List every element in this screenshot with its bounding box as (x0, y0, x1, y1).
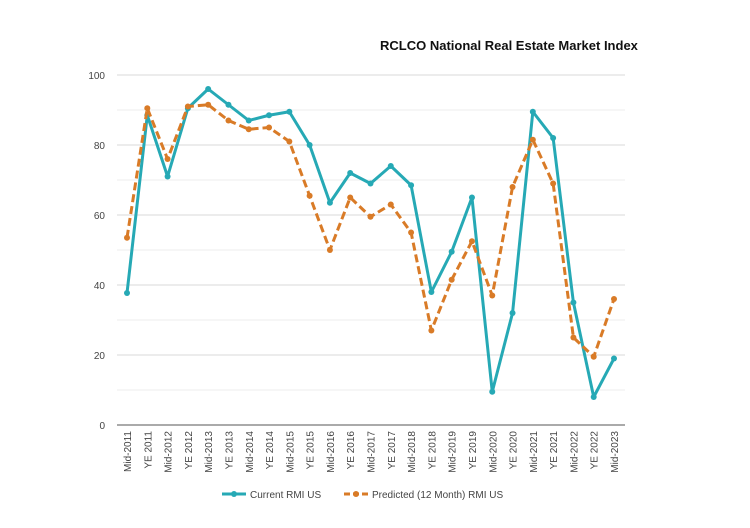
x-tick-label: Mid-2013 (204, 431, 215, 473)
data-point (529, 108, 536, 115)
data-point (550, 135, 557, 141)
data-point (164, 156, 171, 162)
data-point (245, 126, 252, 133)
x-tick-label: YE 2015 (306, 431, 317, 470)
data-point (205, 101, 212, 108)
x-tick-label: YE 2014 (265, 431, 276, 470)
x-tick-label: YE 2012 (184, 431, 195, 470)
x-tick-label: Mid-2023 (610, 431, 621, 473)
data-point (286, 108, 293, 115)
data-point (408, 182, 415, 189)
data-point (448, 248, 455, 255)
x-tick-label: Mid-2020 (488, 431, 499, 473)
data-point (266, 124, 273, 131)
data-point (468, 194, 475, 201)
x-tick-label: Mid-2015 (285, 431, 296, 473)
data-point (286, 138, 293, 145)
legend-label: Predicted (12 Month) RMI US (372, 490, 503, 501)
x-tick-label: YE 2013 (224, 431, 235, 470)
x-tick-label: YE 2022 (590, 431, 601, 470)
data-point (347, 170, 354, 176)
data-point (489, 388, 496, 395)
y-tick-label: 80 (94, 141, 106, 152)
legend-marker (353, 491, 359, 497)
x-tick-label: YE 2018 (427, 431, 438, 470)
legend-label: Current RMI US (250, 490, 321, 501)
data-point (611, 296, 617, 302)
y-tick-label: 60 (94, 211, 106, 222)
x-tick-label: Mid-2011 (123, 431, 134, 472)
chart-title: RCLCO National Real Estate Market Index (380, 38, 638, 53)
x-tick-label: Mid-2014 (245, 431, 256, 473)
x-tick-label: YE 2019 (468, 431, 479, 470)
data-point (611, 355, 617, 362)
data-point (428, 289, 435, 295)
x-tick-label: Mid-2019 (448, 431, 459, 473)
data-point (468, 238, 475, 245)
series-line-0 (125, 87, 616, 399)
x-tick-label: Mid-2012 (164, 431, 175, 473)
data-point (347, 194, 354, 201)
data-point (205, 86, 212, 92)
data-point (428, 327, 435, 334)
x-tick-label: Mid-2022 (569, 431, 580, 473)
x-tick-label: YE 2021 (549, 431, 560, 470)
data-point (225, 101, 232, 108)
data-point (489, 292, 496, 299)
data-point (590, 394, 597, 400)
data-point (184, 103, 191, 110)
data-point (448, 276, 455, 283)
series-line-1 (125, 103, 616, 359)
data-point (124, 290, 130, 297)
data-point (306, 142, 313, 148)
data-point (570, 299, 577, 306)
data-point (306, 192, 313, 199)
x-tick-label: Mid-2021 (529, 431, 540, 473)
y-tick-label: 40 (94, 281, 106, 292)
x-tick-label: YE 2016 (346, 431, 357, 470)
data-point (367, 213, 374, 220)
data-point (245, 117, 252, 124)
legend-marker (231, 491, 237, 497)
data-point (225, 117, 232, 124)
x-tick-label: Mid-2017 (367, 431, 378, 473)
y-tick-label: 0 (99, 421, 105, 432)
data-point (367, 180, 374, 187)
x-tick-label: YE 2017 (387, 431, 398, 470)
data-point (550, 180, 557, 187)
data-point (590, 353, 597, 360)
data-point (570, 334, 577, 341)
y-tick-label: 100 (88, 71, 105, 82)
data-point (387, 163, 394, 169)
x-tick-label: YE 2011 (143, 431, 154, 469)
data-point (387, 201, 394, 208)
y-tick-label: 20 (94, 351, 106, 362)
data-point (529, 136, 536, 143)
data-point (509, 184, 516, 190)
x-tick-label: YE 2020 (509, 431, 520, 470)
data-point (408, 229, 415, 236)
data-point (266, 112, 273, 119)
data-point (326, 199, 333, 206)
x-tick-label: Mid-2018 (407, 431, 418, 473)
data-point (326, 247, 333, 253)
x-tick-label: Mid-2016 (326, 431, 337, 473)
data-point (164, 173, 171, 180)
data-point (124, 234, 130, 241)
data-point (144, 105, 151, 112)
data-point (509, 310, 516, 316)
